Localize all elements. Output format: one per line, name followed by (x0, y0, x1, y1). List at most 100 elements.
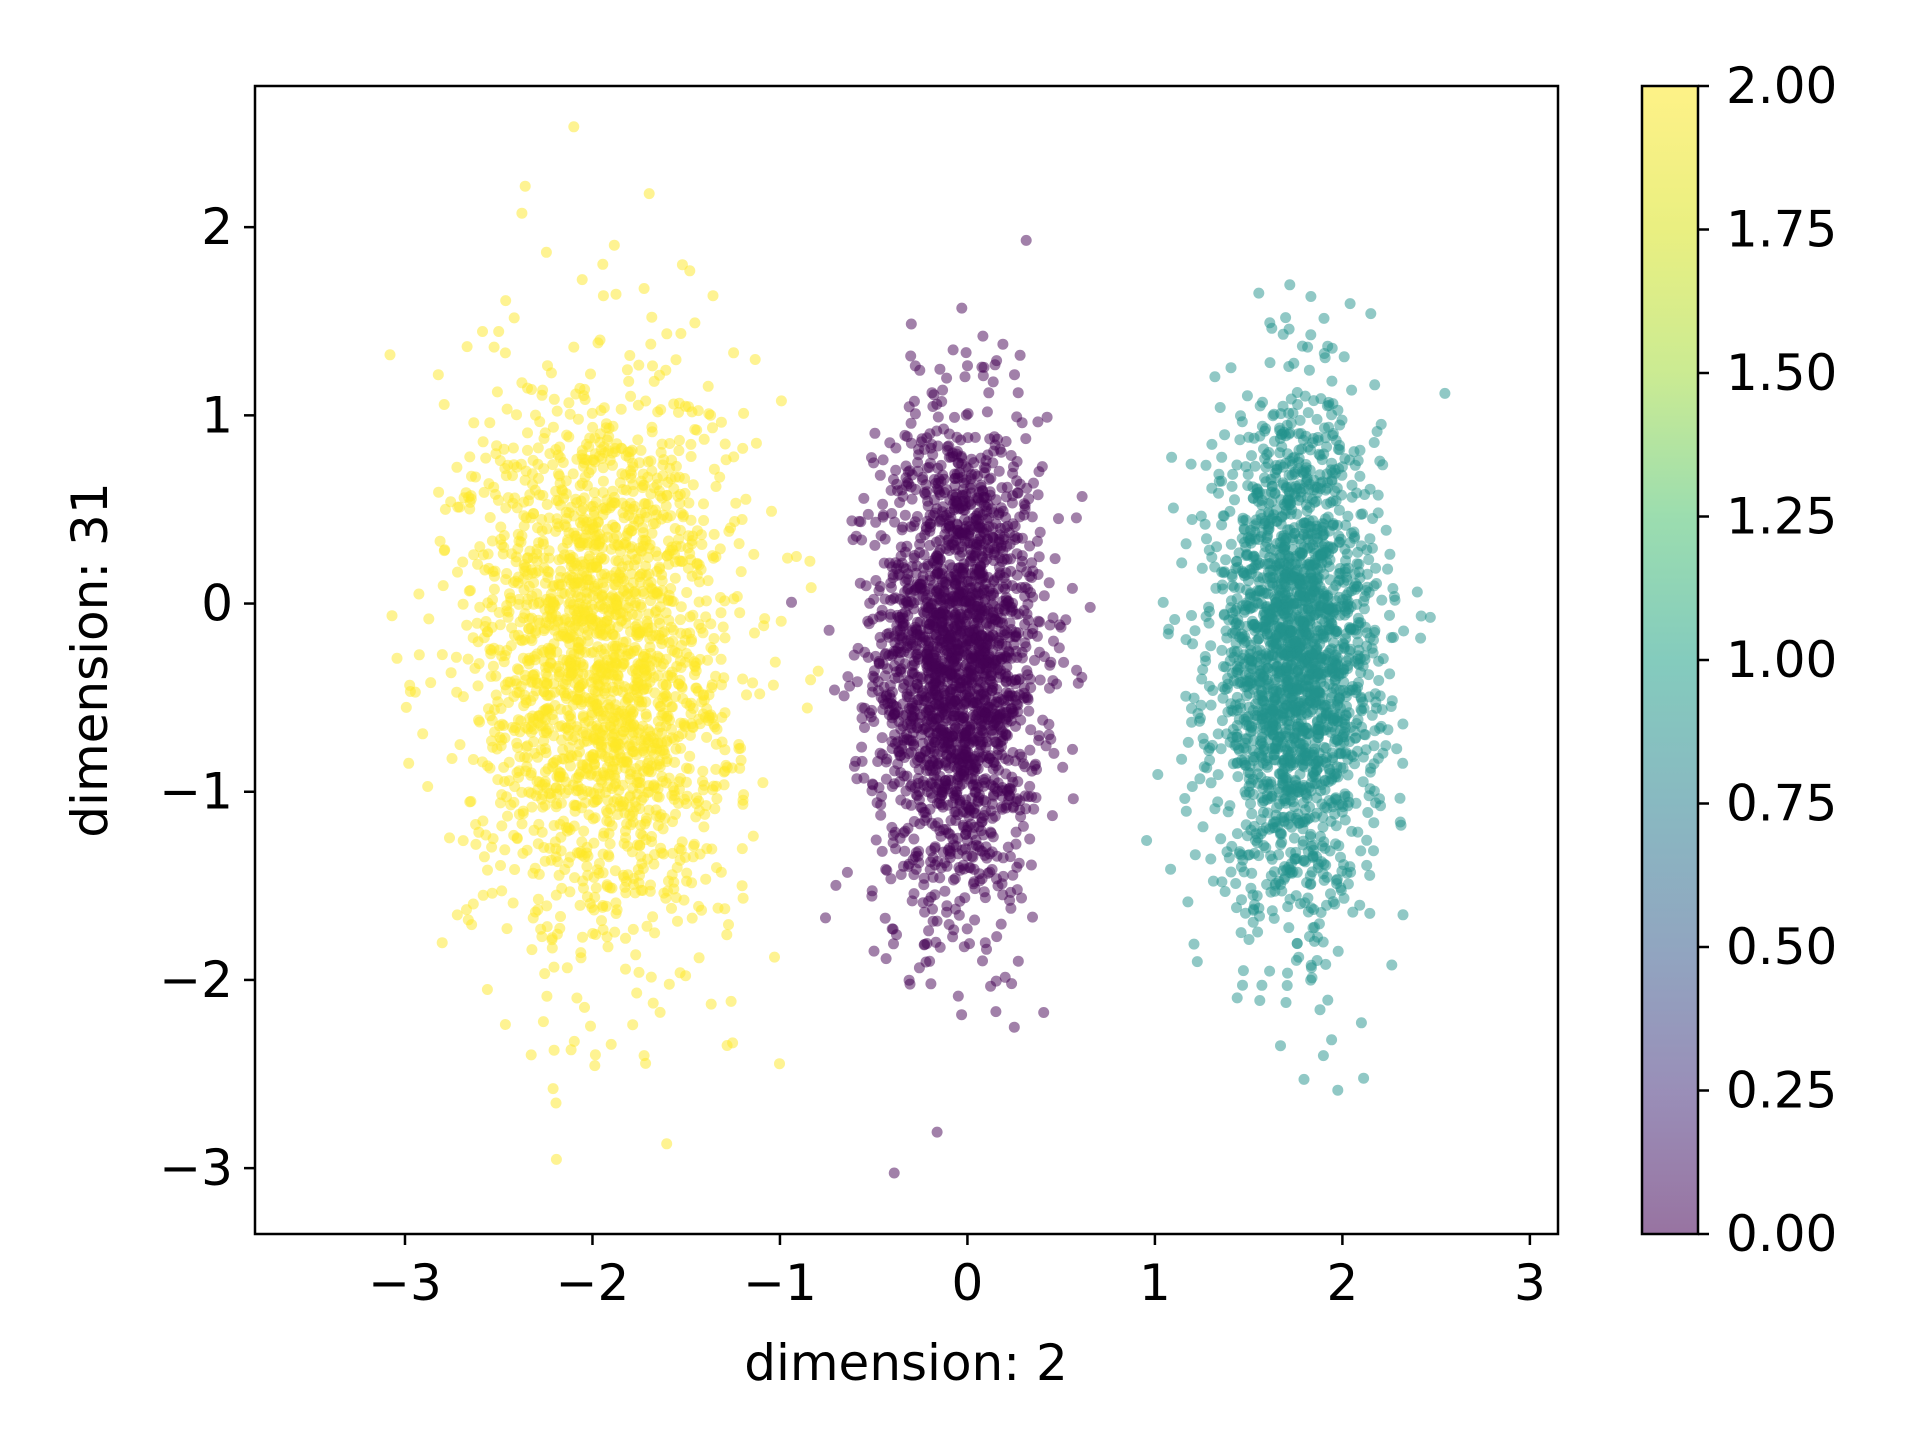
scatter-point (522, 444, 533, 456)
scatter-point (1344, 454, 1356, 466)
scatter-point (1340, 710, 1352, 722)
scatter-point (1215, 833, 1227, 845)
scatter-point (1216, 715, 1228, 727)
scatter-point (444, 832, 455, 844)
scatter-point (917, 471, 929, 483)
scatter-point (1020, 234, 1032, 246)
scatter-point (981, 943, 992, 955)
scatter-point (932, 411, 944, 423)
scatter-point (896, 524, 908, 536)
scatter-point (1004, 617, 1016, 629)
scatter-point (728, 347, 740, 359)
scatter-point (997, 870, 1009, 882)
scatter-point (886, 508, 898, 519)
scatter-point (1244, 592, 1256, 604)
scatter-point (1020, 433, 1032, 445)
scatter-point (1254, 400, 1266, 412)
scatter-point (1225, 595, 1237, 607)
scatter-point (1380, 524, 1392, 536)
scatter-point (970, 581, 982, 593)
scatter-point (1368, 817, 1380, 829)
scatter-point (1249, 460, 1261, 472)
scatter-point (1209, 803, 1221, 815)
scatter-point (996, 749, 1008, 761)
scatter-point (960, 635, 972, 647)
scatter-point (1275, 647, 1287, 659)
scatter-point (1278, 702, 1290, 714)
scatter-point (1264, 357, 1276, 369)
scatter-point (735, 566, 747, 578)
scatter-point (1286, 821, 1298, 833)
scatter-point (1232, 771, 1244, 783)
scatter-point (952, 645, 964, 657)
scatter-point (937, 592, 949, 604)
scatter-point (992, 691, 1004, 703)
scatter-point (1389, 594, 1401, 606)
scatter-point (990, 494, 1002, 506)
scatter-point (1259, 547, 1271, 559)
scatter-point (1005, 450, 1017, 461)
scatter-point (1038, 1007, 1050, 1018)
scatter-point (919, 806, 931, 818)
scatter-point (949, 806, 961, 818)
scatter-point (643, 188, 655, 200)
scatter-point (941, 900, 953, 912)
scatter-point (985, 670, 997, 682)
scatter-point (1231, 828, 1243, 840)
scatter-point (1346, 684, 1358, 696)
scatter-point (943, 919, 955, 930)
scatter-point (1203, 601, 1215, 613)
scatter-point (1363, 669, 1375, 681)
scatter-point (1285, 508, 1297, 520)
scatter-point (727, 1037, 739, 1049)
scatter-point (946, 630, 958, 642)
scatter-point (1237, 631, 1249, 643)
scatter-point (926, 438, 938, 450)
scatter-point (1207, 875, 1219, 887)
scatter-point (880, 953, 892, 965)
scatter-point (1297, 726, 1309, 737)
scatter-point (1257, 782, 1269, 794)
scatter-point (894, 624, 906, 636)
scatter-point (930, 536, 942, 548)
scatter-point (995, 502, 1007, 514)
scatter-point (1270, 472, 1282, 484)
scatter-point (1032, 489, 1044, 501)
scatter-point (1280, 312, 1292, 324)
scatter-point (925, 978, 937, 990)
scatter-point (902, 610, 914, 622)
scatter-point (1196, 673, 1208, 685)
scatter-point (578, 825, 590, 837)
scatter-point (966, 850, 978, 862)
scatter-point (885, 594, 897, 606)
scatter-point (1247, 889, 1259, 901)
scatter-point (1283, 922, 1295, 934)
scatter-point (983, 651, 995, 663)
scatter-point (874, 469, 886, 481)
scatter-point (820, 912, 831, 924)
scatter-point (981, 406, 993, 418)
scatter-point (1066, 582, 1078, 594)
scatter-point (1330, 820, 1342, 832)
scatter-point (989, 783, 1001, 794)
scatter-point (1217, 692, 1229, 704)
scatter-point (1268, 912, 1280, 924)
scatter-point (952, 832, 964, 844)
scatter-point (1037, 714, 1049, 726)
scatter-point (1015, 561, 1027, 573)
scatter-point (1328, 768, 1340, 780)
scatter-point (1277, 400, 1289, 412)
scatter-point (1331, 874, 1342, 886)
scatter-point (417, 728, 429, 740)
scatter-point (1209, 561, 1221, 573)
scatter-point (477, 436, 489, 448)
scatter-point (1252, 832, 1264, 844)
scatter-point (1179, 793, 1191, 804)
scatter-point (1384, 609, 1395, 621)
scatter-point (866, 890, 878, 902)
scatter-point (859, 722, 870, 733)
scatter-point (1318, 348, 1330, 359)
scatter-point (940, 576, 952, 588)
scatter-point (461, 904, 472, 916)
scatter-point (1237, 600, 1249, 612)
